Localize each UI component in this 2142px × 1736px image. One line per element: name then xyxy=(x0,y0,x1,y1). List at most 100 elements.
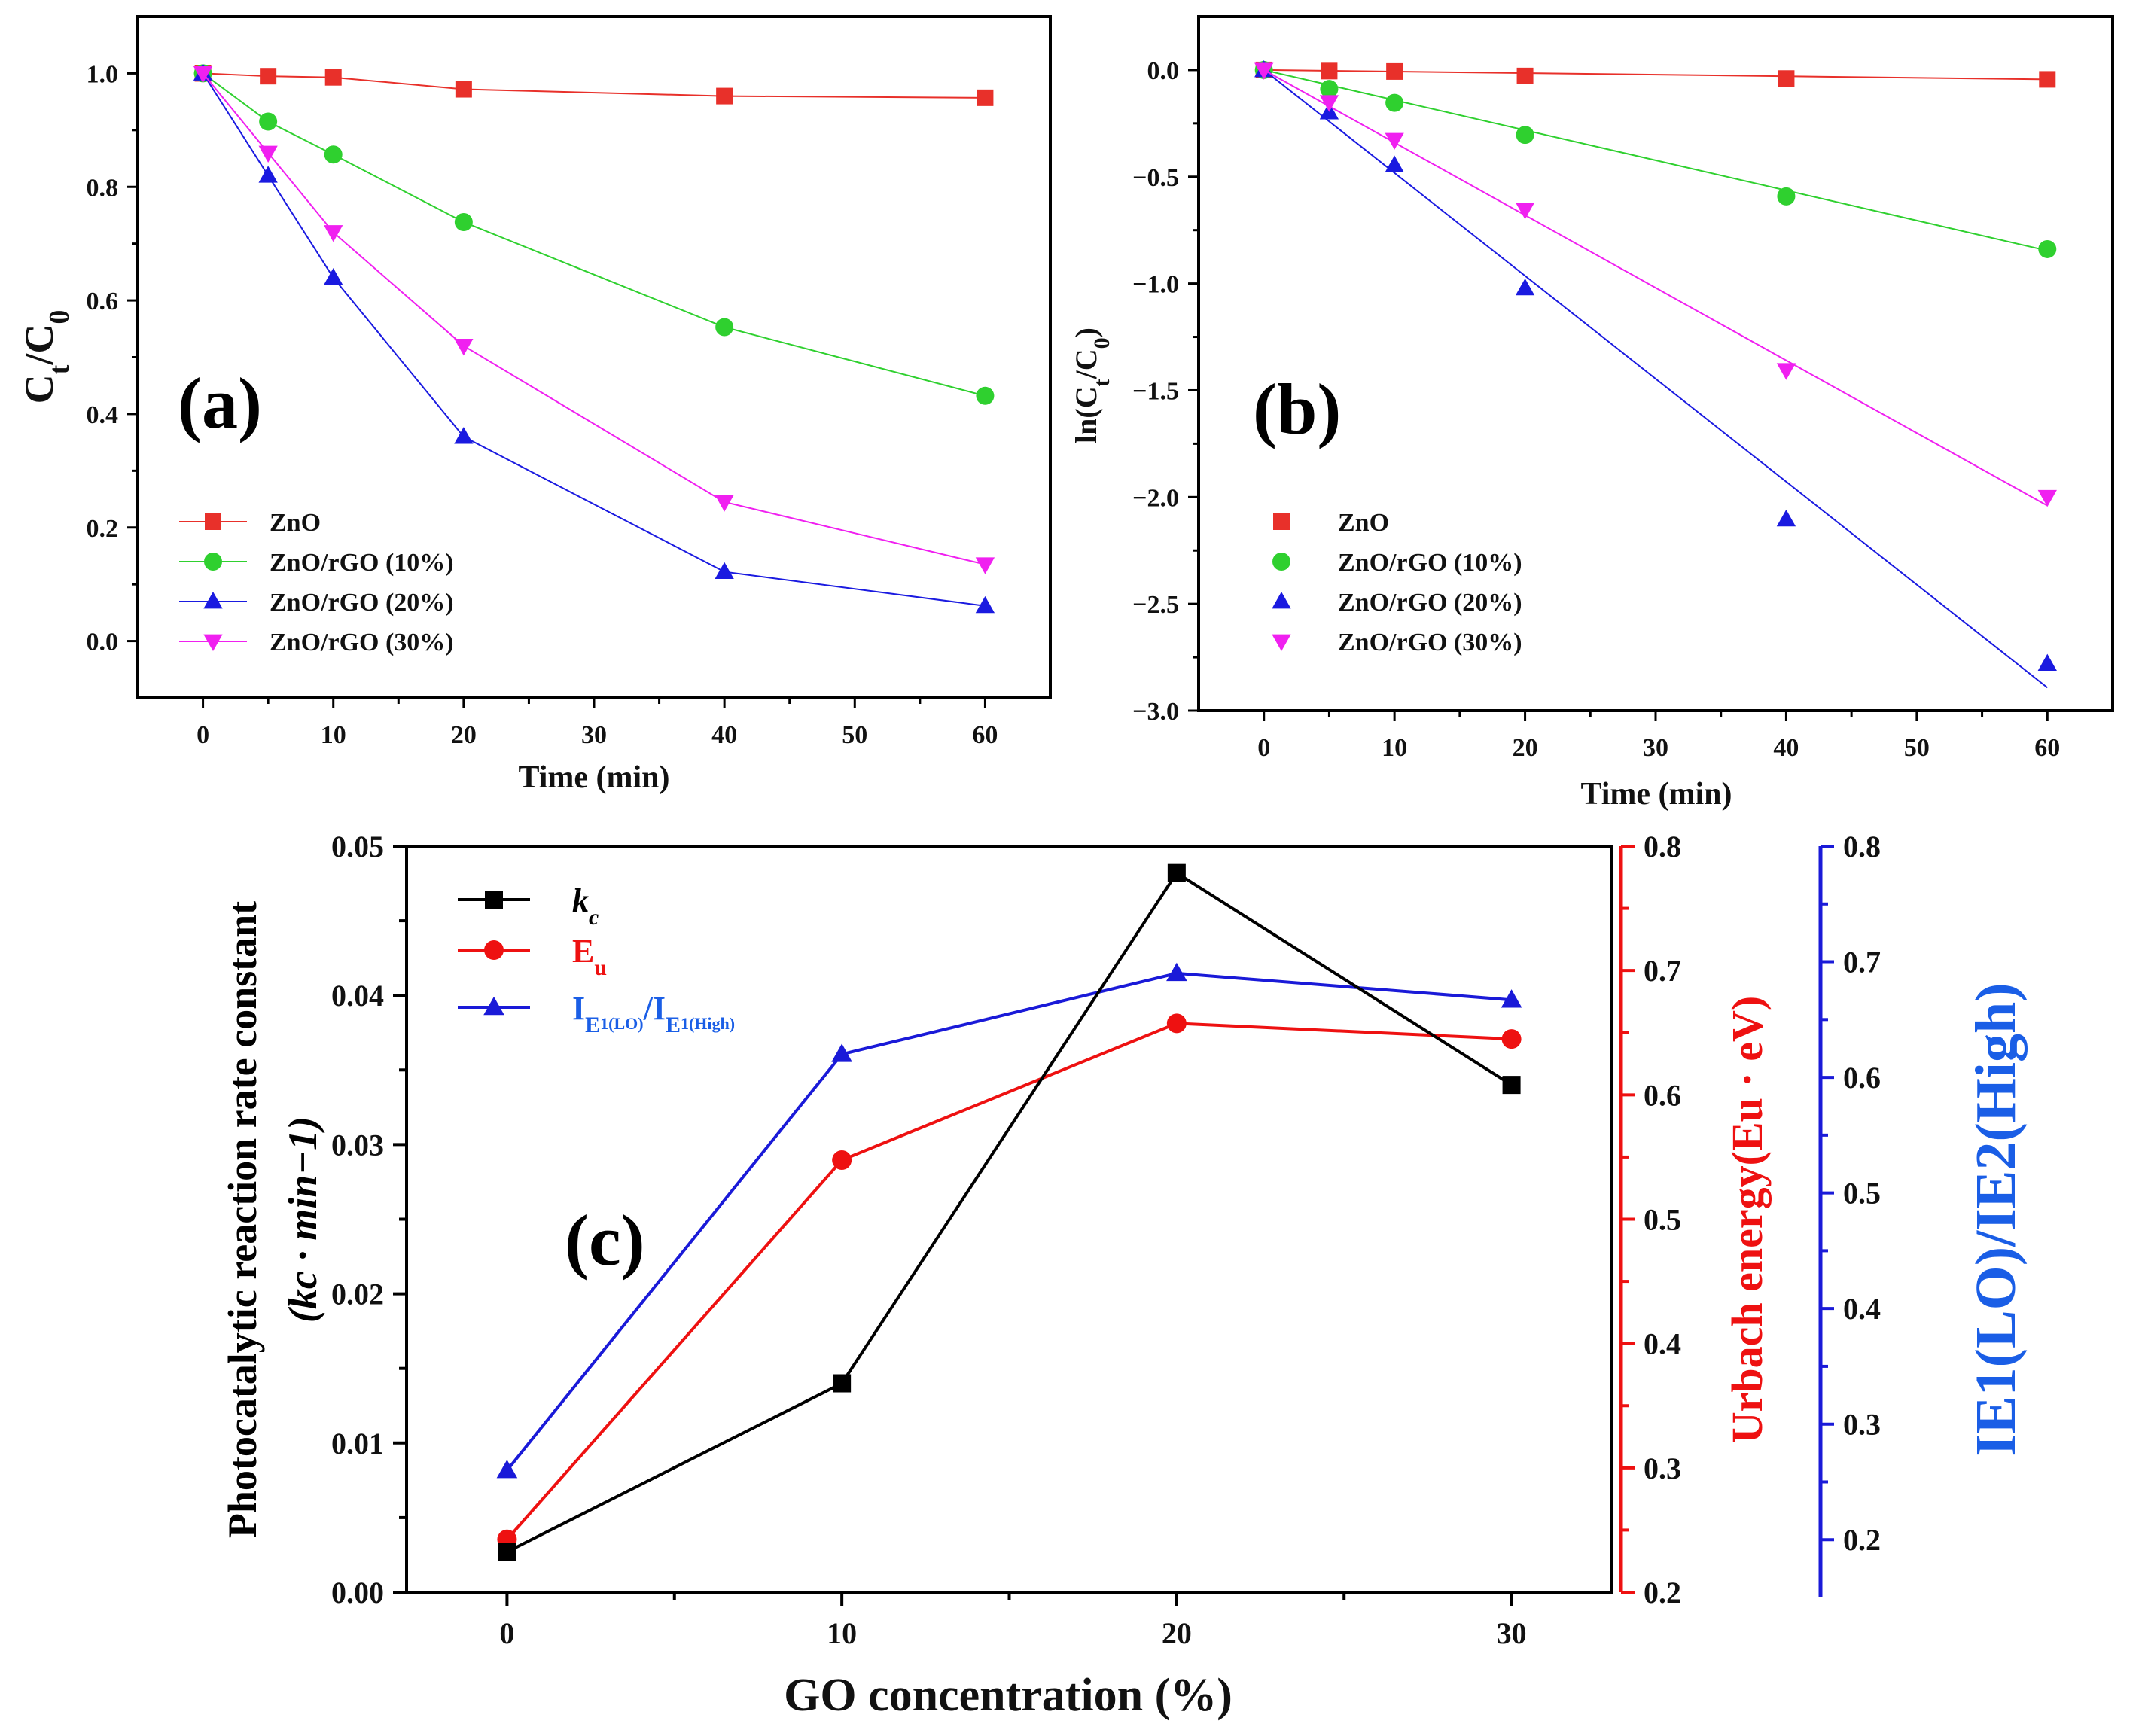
data-point xyxy=(1776,509,1796,527)
right-y-tick-label-blue: 0.7 xyxy=(1843,946,1881,979)
panel-a-legend: ZnO ZnO/rGO (10%) ZnO/rGO (20%) ZnO/rGO (30… xyxy=(179,509,454,656)
panel-a-ticks: 0 10 20 30 40 50 60 0.0 0.2 0.4 0.6 0.8 1.0 xyxy=(87,60,998,749)
data-point xyxy=(454,213,473,232)
y-tick-label: 0.4 xyxy=(87,401,119,429)
legend-marker xyxy=(484,940,504,960)
panel-a-label: (a) xyxy=(178,363,262,443)
data-point xyxy=(715,495,734,512)
left-y-tick-label: 0.03 xyxy=(331,1128,384,1162)
legend-label: ZnO/rGO (30%) xyxy=(270,629,454,656)
x-tick-label: 10 xyxy=(827,1616,857,1650)
data-point xyxy=(324,267,343,285)
panel-c-series xyxy=(496,863,1522,1561)
legend-marker xyxy=(203,634,223,651)
right-y-tick-label-blue: 0.8 xyxy=(1843,830,1881,863)
series-line-0 xyxy=(203,72,986,99)
right-y-tick-label-blue: 0.3 xyxy=(1843,1408,1881,1442)
panel-c-x-axis-title: GO concentration (%) xyxy=(784,1670,1232,1721)
data-point xyxy=(498,1543,516,1561)
legend-marker xyxy=(1272,634,1291,651)
legend-label-kc: kc xyxy=(572,882,599,930)
legend-label: ZnO xyxy=(1338,509,1389,537)
data-point xyxy=(1166,962,1187,982)
right-y-tick-label-blue: 0.6 xyxy=(1843,1061,1881,1095)
data-point xyxy=(1501,989,1522,1008)
right-y-tick-label-blue: 0.5 xyxy=(1843,1177,1881,1211)
data-point xyxy=(2037,489,2057,507)
data-point xyxy=(1516,67,1534,84)
y-tick-label: 1.0 xyxy=(87,60,119,88)
y-tick-label: 0.6 xyxy=(87,288,119,315)
data-point xyxy=(455,81,472,98)
data-point xyxy=(324,225,343,242)
x-tick-label: 50 xyxy=(842,721,867,749)
panel-b-frame xyxy=(1197,15,2114,712)
legend-label: ZnO/rGO (20%) xyxy=(270,589,454,617)
data-point xyxy=(1778,70,1795,87)
legend-marker xyxy=(203,592,223,609)
x-tick-label: 10 xyxy=(321,721,346,749)
data-point xyxy=(975,595,995,614)
legend-label: ZnO/rGO (20%) xyxy=(1338,589,1522,617)
y-tick-label: 0.0 xyxy=(1147,57,1180,85)
data-point xyxy=(1502,1076,1521,1095)
legend-label-ratio: IE1(LO)/IE1(High) xyxy=(572,990,735,1037)
data-point xyxy=(193,66,213,84)
series-line-2 xyxy=(202,72,986,607)
panel-a-y-axis-title: Ct/C0 xyxy=(17,310,75,404)
panel-b: 0 10 20 30 40 50 60 0.0 −0.5 −1.0 −1.5 −2.0 −2.5 −3.0… xyxy=(1069,15,2114,812)
x-tick-label: 10 xyxy=(1382,734,1407,762)
data-point xyxy=(1319,95,1339,112)
right-y-tick-label-red: 0.7 xyxy=(1644,954,1681,988)
x-tick-label: 0 xyxy=(197,721,209,749)
y-tick-label: −0.5 xyxy=(1132,164,1179,192)
panel-c-right-y-axis-title-urbach: Urbach energy(Eu · eV) xyxy=(1723,996,1772,1443)
panel-a-series xyxy=(193,63,995,614)
panel-c: 0 10 20 30 0.00 0.01 0.02 0.03 0.04 0.05 0.2 0.3 0.4… xyxy=(220,830,2028,1721)
legend-marker xyxy=(1272,592,1291,609)
data-point xyxy=(977,89,994,106)
y-tick-label: −2.5 xyxy=(1132,591,1179,619)
right-y-tick-label-red: 0.4 xyxy=(1644,1327,1681,1361)
data-point xyxy=(1516,126,1534,145)
data-point xyxy=(324,69,342,86)
x-tick-label: 20 xyxy=(451,721,477,749)
data-point xyxy=(833,1374,852,1393)
left-y-tick-label: 0.00 xyxy=(331,1576,384,1610)
panel-b-ticks: 0 10 20 30 40 50 60 0.0 −0.5 −1.0 −1.5 −2.0 −2.5 −3.0 xyxy=(1132,57,2060,762)
x-tick-label: 0 xyxy=(1257,734,1270,762)
x-tick-label: 40 xyxy=(711,721,737,749)
data-point xyxy=(1321,62,1338,80)
x-tick-label: 40 xyxy=(1773,734,1799,762)
y-tick-label: 0.2 xyxy=(87,515,119,543)
y-tick-label: −1.0 xyxy=(1132,271,1179,299)
panel-c-ticks: 0 10 20 30 0.00 0.01 0.02 0.03 0.04 0.05 0.2 0.3 0.4… xyxy=(331,830,1881,1650)
panel-b-series xyxy=(1254,59,2057,689)
data-point xyxy=(1320,80,1339,99)
right-y-tick-label-red: 0.3 xyxy=(1644,1451,1681,1485)
data-point xyxy=(715,562,734,579)
data-point xyxy=(716,87,733,105)
x-tick-label: 20 xyxy=(1162,1616,1192,1650)
x-tick-label: 20 xyxy=(1513,734,1538,762)
panel-b-legend: ZnO ZnO/rGO (10%) ZnO/rGO (20%) ZnO/rGO (30… xyxy=(1272,509,1522,656)
data-point xyxy=(1515,203,1535,220)
series-line-IE1(LO)/IE1(High) xyxy=(505,971,1512,1472)
fit-line-1 xyxy=(1263,69,2048,251)
data-point xyxy=(258,166,278,183)
data-point xyxy=(1385,132,1404,150)
data-point xyxy=(831,1043,852,1062)
data-point xyxy=(1515,278,1535,296)
right-y-tick-label-red: 0.2 xyxy=(1644,1576,1681,1610)
data-point xyxy=(2038,239,2057,258)
data-point xyxy=(496,1459,518,1479)
right-y-tick-label-blue: 0.2 xyxy=(1843,1523,1881,1557)
panel-c-label: (c) xyxy=(565,1200,645,1281)
data-point xyxy=(976,386,995,405)
data-point xyxy=(1385,93,1404,112)
panel-a-x-axis-title: Time (min) xyxy=(518,760,669,795)
legend-label-eu: Eu xyxy=(572,933,607,980)
legend-marker xyxy=(483,996,504,1016)
